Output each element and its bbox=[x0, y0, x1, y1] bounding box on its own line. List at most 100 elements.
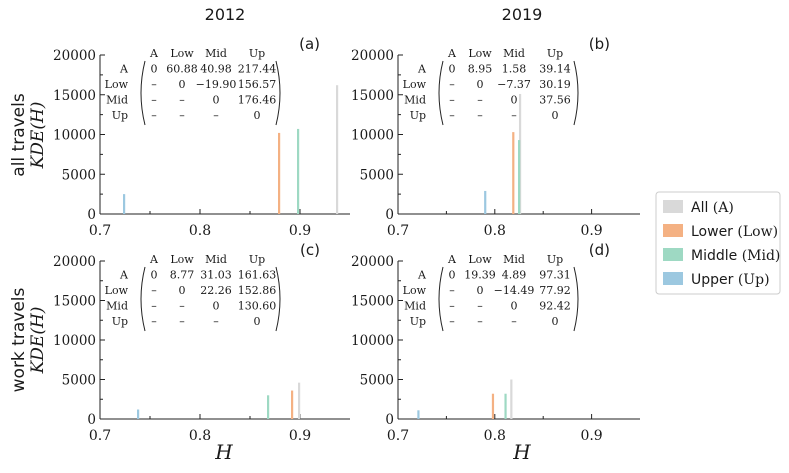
panel-label: (d) bbox=[589, 241, 610, 259]
difference-matrix: A Low Mid Up A 0 8.95 1.58 39.14 Low – 0 −7.37 30.19 M… bbox=[403, 47, 579, 126]
y-tick-label: 0 bbox=[87, 412, 96, 428]
kde-peak-upper bbox=[137, 409, 140, 419]
matrix-cell: – bbox=[213, 109, 219, 122]
matrix-cell: – bbox=[477, 94, 483, 107]
matrix-left-bracket bbox=[140, 266, 146, 332]
matrix-cell: 60.88 bbox=[166, 63, 198, 76]
matrix-cell: 22.26 bbox=[200, 284, 232, 297]
panel-b: 0 5000 10000 15000 20000 0.7 0.8 0.9 (b) A Low Mid U… bbox=[351, 35, 640, 239]
difference-matrix: A Low Mid Up A 0 19.39 4.89 97.31 Low – 0 −14.49 77.9… bbox=[403, 253, 579, 332]
matrix-cell: 0 bbox=[254, 315, 261, 328]
y-tick-label: 10000 bbox=[53, 333, 96, 349]
matrix-cell: 0 bbox=[511, 300, 518, 313]
panel-label: (b) bbox=[589, 35, 610, 53]
matrix-cell: – bbox=[151, 315, 157, 328]
y-tick-label: 0 bbox=[87, 207, 96, 223]
matrix-cell: 97.31 bbox=[539, 269, 571, 282]
matrix-cell: −19.90 bbox=[196, 78, 237, 91]
matrix-left-bracket bbox=[438, 266, 444, 332]
panels: 0 5000 10000 15000 20000 0.7 0.8 0.9 (a) A Low Mid U… bbox=[53, 35, 640, 444]
legend-swatch bbox=[663, 272, 683, 285]
y-tick-label: 15000 bbox=[351, 294, 394, 310]
matrix-cell: 0 bbox=[449, 63, 456, 76]
legend: All (A) Lower (Low) Middle (Mid) Upper (Up) bbox=[655, 191, 781, 295]
matrix-cell: – bbox=[179, 109, 185, 122]
kde-peak-lower bbox=[491, 393, 495, 419]
panel-c: 0 5000 10000 15000 20000 0.7 0.8 0.9 (c) A Low Mid U… bbox=[53, 241, 350, 444]
row-label-line1: all travels bbox=[9, 93, 29, 177]
matrix-col-header: Mid bbox=[503, 47, 525, 60]
y-tick-label: 0 bbox=[385, 412, 394, 428]
matrix-col-header: Up bbox=[547, 253, 563, 266]
matrix-row-label: A bbox=[119, 63, 129, 76]
kde-peak-upper bbox=[123, 194, 126, 214]
matrix-cell: 0 bbox=[552, 109, 559, 122]
matrix-cell: 19.39 bbox=[464, 269, 496, 282]
kde-peak-lower bbox=[278, 132, 281, 214]
legend-frame bbox=[655, 191, 781, 295]
matrix-cell: 0 bbox=[254, 109, 261, 122]
column-title-2012: 2012 bbox=[205, 5, 246, 24]
legend-tag: (A) bbox=[708, 200, 733, 216]
matrix-cell: – bbox=[151, 300, 157, 313]
matrix-row-label: Up bbox=[112, 315, 128, 328]
y-tick-label: 0 bbox=[385, 207, 394, 223]
column-title-2019: 2019 bbox=[502, 5, 543, 24]
y-tick-label: 20000 bbox=[53, 254, 96, 270]
matrix-row-label: Up bbox=[410, 109, 426, 122]
row-label-all-travels: all travels KDE(H) bbox=[9, 93, 48, 177]
panel-label: (a) bbox=[299, 35, 320, 53]
matrix-col-header: Mid bbox=[205, 47, 227, 60]
matrix-row-label: Low bbox=[105, 78, 129, 91]
matrix-cell: – bbox=[213, 315, 219, 328]
kde-peak-middle bbox=[297, 128, 300, 214]
x-tick-label: 0.8 bbox=[189, 223, 211, 239]
matrix-right-bracket bbox=[275, 266, 281, 332]
y-tick-label: 15000 bbox=[53, 294, 96, 310]
x-tick-label: 0.7 bbox=[387, 428, 409, 444]
x-tick-label: 0.7 bbox=[387, 223, 409, 239]
y-tick-label: 5000 bbox=[360, 167, 394, 183]
legend-item-upper: Upper (Up) bbox=[663, 272, 770, 288]
matrix-cell: – bbox=[449, 78, 455, 91]
row-label-line1: work travels bbox=[9, 288, 29, 393]
matrix-col-header: Low bbox=[170, 253, 194, 266]
legend-tag: (Mid) bbox=[737, 248, 780, 264]
matrix-cell: 0 bbox=[477, 284, 484, 297]
matrix-col-header: Up bbox=[249, 253, 265, 266]
legend-swatch bbox=[663, 224, 683, 237]
matrix-col-header: Low bbox=[468, 253, 492, 266]
matrix-col-header: Low bbox=[170, 47, 194, 60]
y-tick-label: 10000 bbox=[351, 333, 394, 349]
x-tick-label: 0.9 bbox=[580, 428, 602, 444]
x-tick-label: 0.8 bbox=[189, 428, 211, 444]
x-tick-label: 0.9 bbox=[289, 223, 311, 239]
legend-label: Middle (Mid) bbox=[691, 248, 780, 264]
matrix-col-header: A bbox=[447, 253, 457, 266]
x-tick-label: 0.9 bbox=[289, 428, 311, 444]
y-tick-label: 5000 bbox=[360, 373, 394, 389]
y-tick-label: 20000 bbox=[351, 254, 394, 270]
matrix-cell: – bbox=[179, 315, 185, 328]
legend-name: All bbox=[691, 200, 708, 216]
matrix-cell: 77.92 bbox=[539, 284, 571, 297]
y-tick-label: 15000 bbox=[53, 88, 96, 104]
matrix-row-label: Up bbox=[410, 315, 426, 328]
matrix-cell: – bbox=[179, 300, 185, 313]
matrix-col-header: Low bbox=[468, 47, 492, 60]
legend-label: Lower (Low) bbox=[691, 224, 778, 240]
matrix-cell: – bbox=[151, 94, 157, 107]
legend-tag: (Up) bbox=[733, 272, 769, 288]
matrix-cell: 40.98 bbox=[200, 63, 232, 76]
kde-peak-all bbox=[336, 85, 339, 215]
matrix-cell: 0 bbox=[511, 94, 518, 107]
matrix-cell: – bbox=[477, 315, 483, 328]
y-tick-label: 15000 bbox=[351, 88, 394, 104]
legend-items: All (A) Lower (Low) Middle (Mid) Upper (Up) bbox=[663, 200, 780, 288]
x-axis-label-left: H bbox=[214, 440, 233, 464]
matrix-col-header: Up bbox=[249, 47, 265, 60]
panel-label: (c) bbox=[300, 241, 320, 259]
matrix-cell: 8.95 bbox=[468, 63, 493, 76]
legend-name: Lower bbox=[691, 224, 733, 240]
y-tick-label: 5000 bbox=[62, 167, 96, 183]
